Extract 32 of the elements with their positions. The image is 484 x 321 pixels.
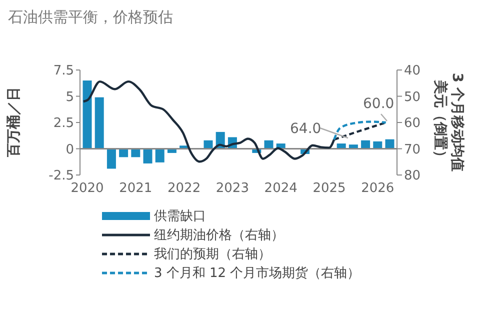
bar xyxy=(155,148,164,162)
y2-axis-title: 3 个月移动均值美元（倒置） xyxy=(431,72,465,174)
y-tick-label: 7.5 xyxy=(53,64,74,79)
bar xyxy=(385,139,394,149)
y-tick-label: 0 xyxy=(66,142,74,158)
y-tick-label: 5 xyxy=(66,90,74,105)
annotation: 64.0 xyxy=(290,121,322,137)
y2-tick-label: 60 xyxy=(404,116,421,132)
bar xyxy=(94,97,104,149)
x-tick-label: 2022 xyxy=(168,181,201,196)
chart-title: 石油供需平衡，价格预估 xyxy=(8,8,173,27)
legend-label: 纽约期油价格（右轴） xyxy=(154,226,284,244)
x-tick-label: 2025 xyxy=(312,181,346,196)
y2-tick-label: 80 xyxy=(404,168,421,184)
bar xyxy=(82,80,92,149)
y-tick-label: -2.5 xyxy=(48,168,74,184)
legend-label: 我们的预期（右轴） xyxy=(154,246,271,262)
x-tick-label: 2024 xyxy=(264,181,298,196)
x-tick-label: 2021 xyxy=(119,181,152,196)
y2-tick-label: 40 xyxy=(404,64,421,79)
y-axis-title: 百万桶／日 xyxy=(5,87,23,157)
legend-label: 供需缺口 xyxy=(154,208,206,224)
x-tick-label: 2023 xyxy=(216,181,249,196)
annotation: 60.0 xyxy=(363,96,394,112)
legend-label: 3 个月和 12 个月市场期货（右轴） xyxy=(154,264,360,282)
bar xyxy=(106,148,116,169)
x-tick-label: 2026 xyxy=(361,181,394,196)
y-tick-label: 2.5 xyxy=(53,116,74,132)
bar xyxy=(143,148,152,164)
x-tick-label: 2020 xyxy=(70,181,104,196)
y2-tick-label: 70 xyxy=(404,142,421,158)
y2-tick-label: 50 xyxy=(404,90,421,105)
